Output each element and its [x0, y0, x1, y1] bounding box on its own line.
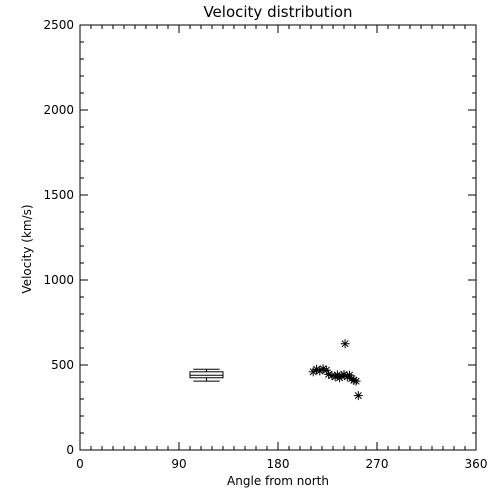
x-tick-label: 270 [366, 457, 389, 471]
plot-frame [79, 24, 477, 451]
y-tick-label: 1500 [43, 188, 74, 202]
y-tick-label: 0 [66, 443, 74, 457]
asterisk-stroke [322, 366, 330, 374]
y-tick-label: 500 [51, 358, 74, 372]
x-tick-label: 90 [171, 457, 186, 471]
scatter-point [351, 376, 361, 386]
tick-labels: 0 90 180 270 360 0 500 1000 1500 2000 2500 [43, 18, 487, 471]
scatter-point [353, 391, 363, 401]
x-axis-label: Angle from north [227, 474, 329, 488]
y-axis-label: Velocity (km/s) [20, 204, 34, 293]
x-tick-label: 360 [465, 457, 488, 471]
asterisk-stroke [312, 365, 321, 373]
asterisk-stroke [319, 365, 327, 373]
y-tick-label: 2500 [43, 18, 74, 32]
axis-ticks [79, 24, 477, 451]
asterisk-stroke [352, 377, 360, 385]
asterisk-stroke [341, 340, 349, 348]
asterisk-stroke [328, 372, 336, 380]
x-tick-label: 180 [267, 457, 290, 471]
scatter-point [340, 339, 350, 349]
y-tick-label: 2000 [43, 103, 74, 117]
asterisk-stroke [354, 392, 362, 400]
asterisk-stroke [325, 370, 333, 378]
data-marks [189, 339, 363, 401]
asterisk-stroke [345, 371, 354, 379]
y-tick-label: 1000 [43, 273, 74, 287]
x-tick-label: 0 [76, 457, 84, 471]
chart-title: Velocity distribution [203, 3, 352, 21]
